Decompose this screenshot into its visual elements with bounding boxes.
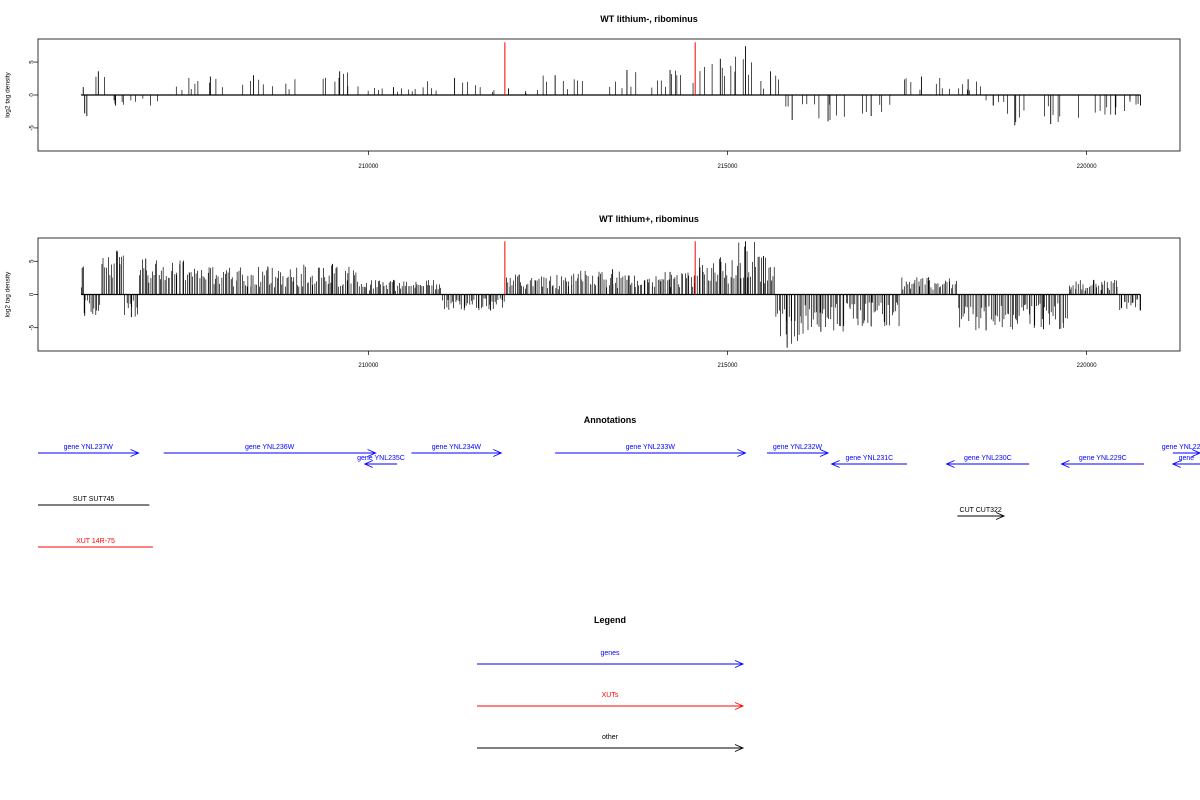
feature-label: gene YNL233W (626, 444, 676, 451)
panel-0-xtick-label: 220000 (1077, 164, 1098, 170)
feature-arrowhead (819, 449, 830, 457)
feature-label: gene (1179, 455, 1195, 462)
panel-1-xtick-label: 215000 (717, 363, 738, 369)
panel-0-ytick-label: -5 (30, 125, 36, 131)
panel-1-title: WT lithium+, ribominus (599, 214, 699, 224)
panel-1-ytick-label: 0 (30, 292, 36, 296)
panel-1-bars (81, 241, 1141, 348)
feature-label: gene YNL237W (64, 444, 114, 451)
legend-label-other: other (602, 734, 619, 741)
panel-0-ytick-label: 5 (30, 60, 36, 64)
legend-arrowhead (734, 702, 745, 710)
feature-label: gene YNL231C (845, 455, 893, 462)
legend-arrowhead (734, 744, 745, 752)
feature-label: gene YNL236W (245, 444, 295, 451)
feature-arrowhead (493, 449, 503, 457)
panel-0-title: WT lithium-, ribominus (600, 14, 698, 24)
feature-arrowhead (1171, 460, 1181, 468)
panel-0-xtick-label: 210000 (358, 164, 379, 170)
legend-label-xuts: XUTs (602, 692, 619, 699)
panel-1-xtick-label: 210000 (358, 363, 379, 369)
feature-arrowhead (1191, 449, 1200, 457)
feature-label: CUT CUT322 (960, 507, 1002, 514)
feature-arrowhead (367, 449, 377, 457)
panel-1-ytick-label: 5 (30, 259, 36, 263)
feature-arrowhead (830, 460, 840, 468)
feature-arrowhead (1060, 460, 1070, 468)
panel-0-bars (82, 46, 1141, 126)
feature-arrowhead (945, 460, 955, 468)
panel-0-ylabel: log2 tag density (5, 71, 12, 117)
feature-arrowhead (363, 460, 373, 468)
legend-title: Legend (594, 615, 626, 625)
feature-label: SUT SUT745 (73, 496, 115, 503)
feature-label: gene YNL229C (1079, 455, 1127, 462)
feature-label: gene YNL228W (1162, 444, 1200, 451)
panel-1-ylabel: log2 tag density (5, 271, 12, 317)
feature-label: gene YNL235C (357, 455, 405, 462)
panel-0-ytick-label: 0 (30, 93, 36, 97)
panel-1-xtick-label: 220000 (1077, 363, 1098, 369)
feature-arrowhead (995, 512, 1006, 520)
feature-label: gene YNL234W (432, 444, 482, 451)
annotations-title: Annotations (584, 415, 637, 425)
panel-0-xtick-label: 215000 (717, 164, 738, 170)
panel-1-ytick-label: -5 (30, 324, 36, 330)
legend-label-genes: genes (600, 650, 620, 657)
feature-label: gene YNL232W (773, 444, 823, 451)
feature-arrowhead (130, 449, 140, 457)
feature-arrowhead (737, 449, 747, 457)
legend-arrowhead (734, 660, 745, 668)
feature-label: gene YNL230C (964, 455, 1012, 462)
feature-label: XUT 14R-75 (76, 538, 115, 545)
